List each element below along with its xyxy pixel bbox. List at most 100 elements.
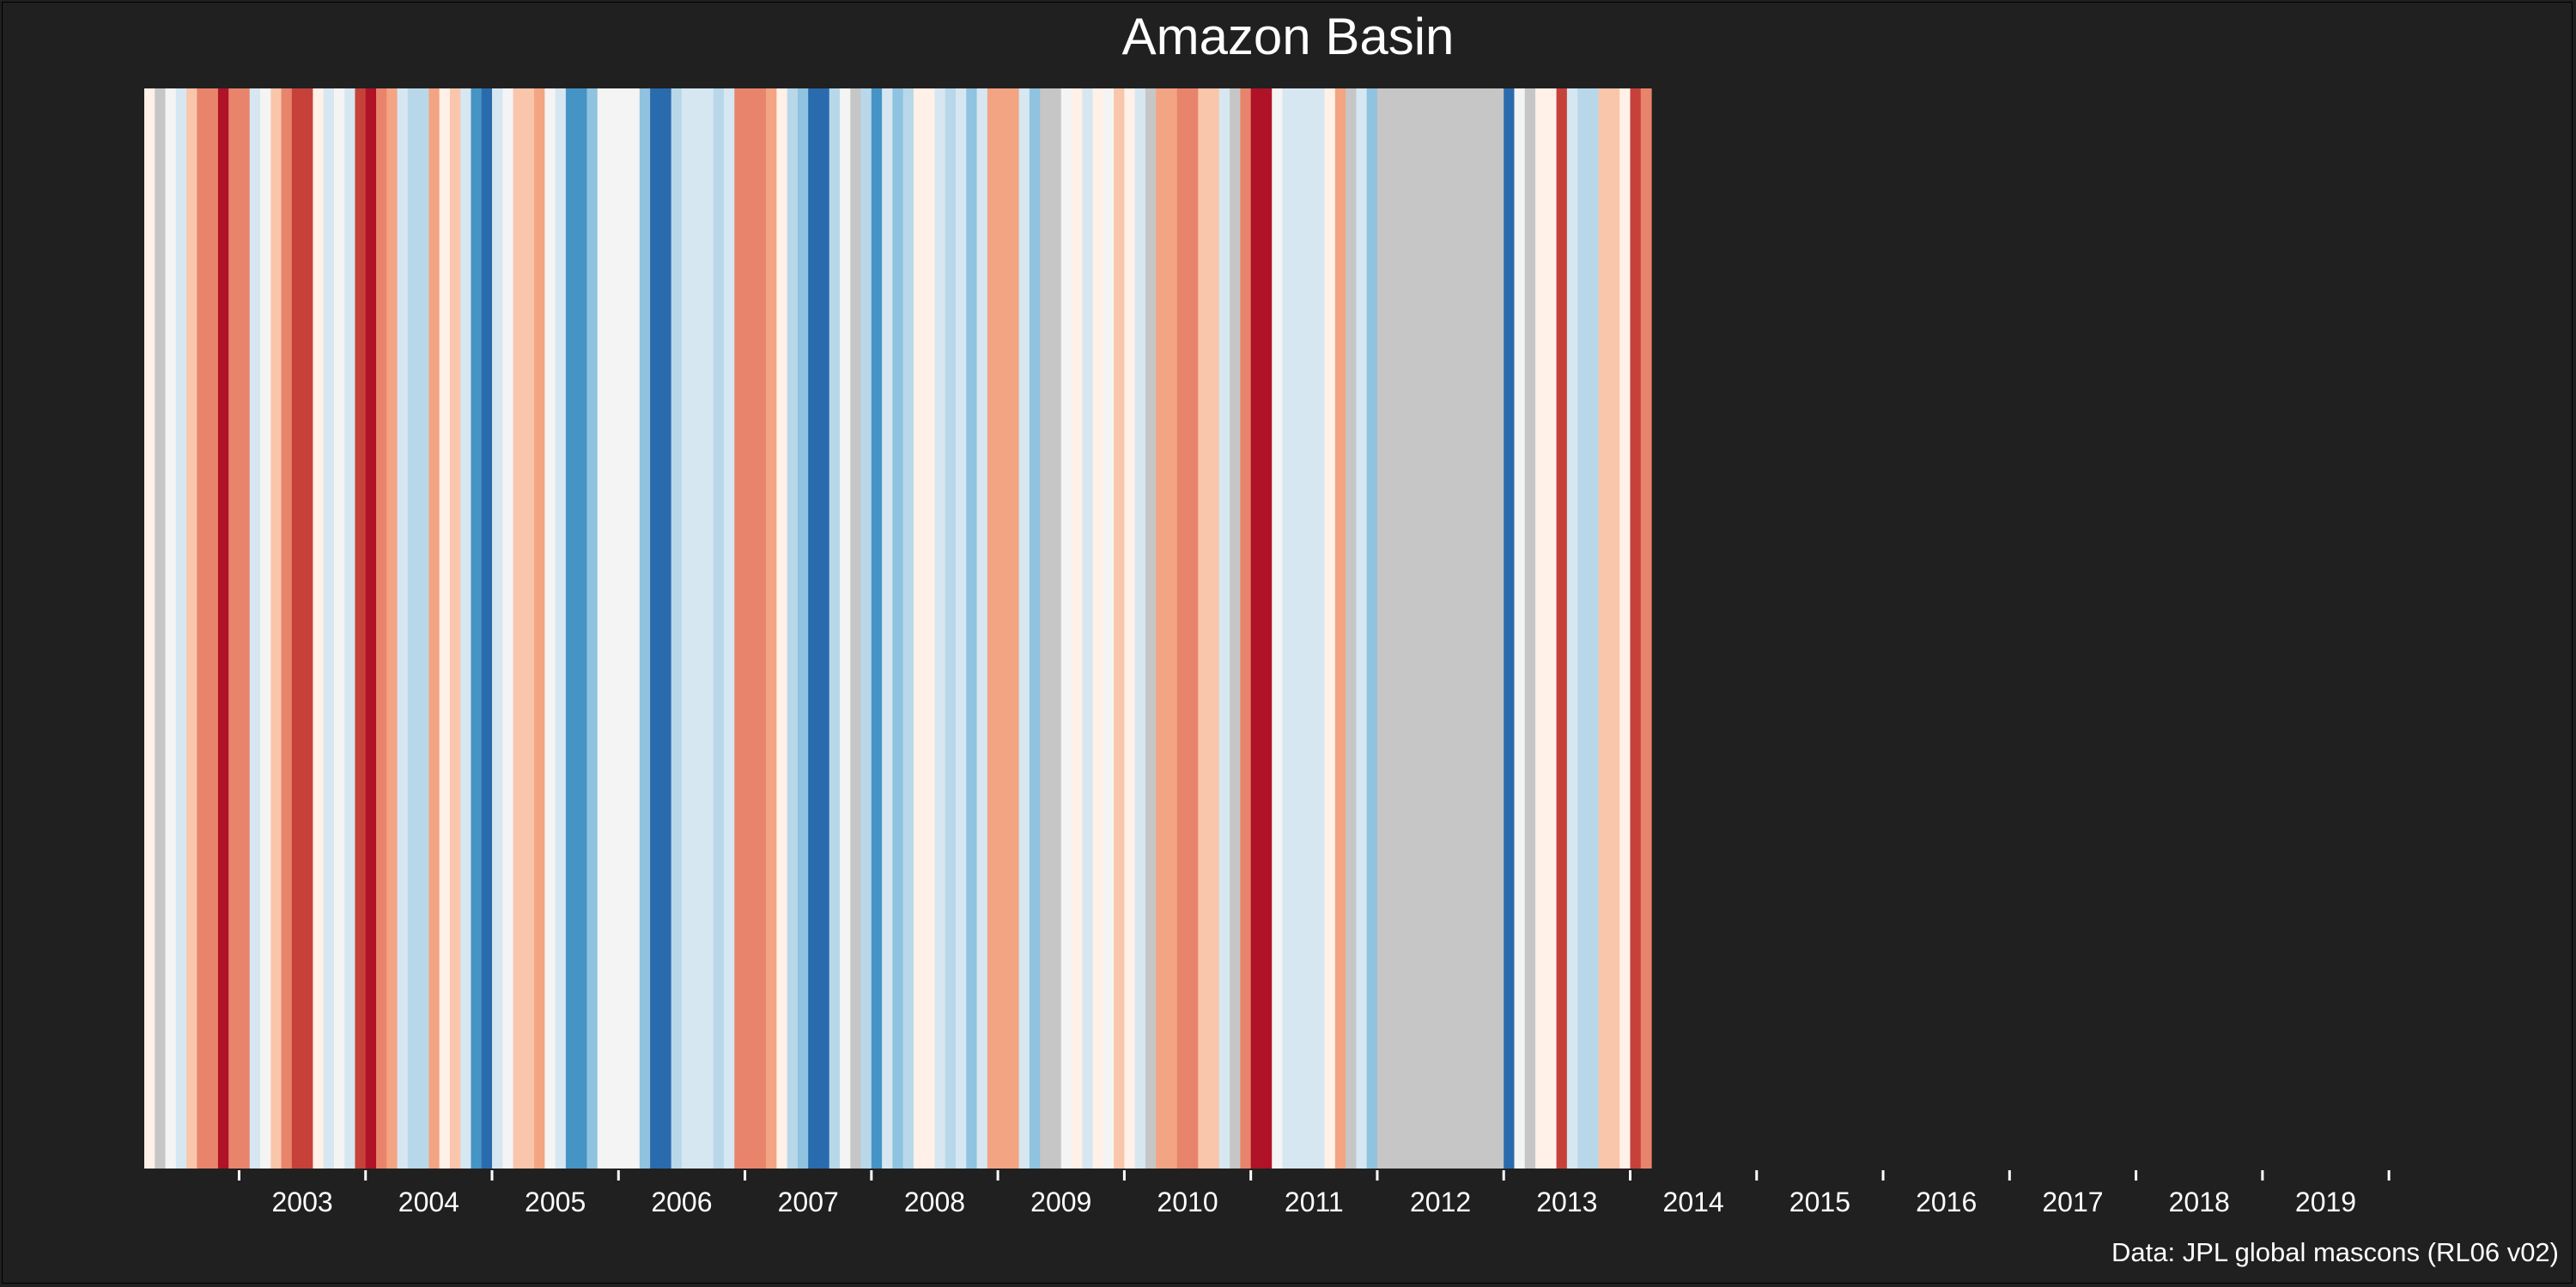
stripe — [197, 88, 209, 1169]
data-source-note: Data: JPL global mascons (RL06 v02) — [2111, 1237, 2559, 1267]
stripe — [355, 88, 367, 1169]
stripe — [1356, 88, 1368, 1169]
stripe — [1230, 88, 1241, 1169]
stripe — [956, 88, 967, 1169]
chart-title: Amazon Basin — [1121, 8, 1455, 65]
stripe — [976, 88, 988, 1169]
stripe — [1376, 88, 1388, 1169]
stripe — [1029, 88, 1041, 1169]
x-tick-label: 2010 — [1157, 1187, 1218, 1217]
stripe — [1145, 88, 1157, 1169]
stripe — [1398, 88, 1410, 1169]
stripe — [1272, 88, 1284, 1169]
stripe — [418, 88, 429, 1169]
stripe — [523, 88, 535, 1169]
x-tick-label: 2005 — [525, 1187, 586, 1217]
stripe — [1482, 88, 1494, 1169]
stripe — [439, 88, 451, 1169]
x-tick-label: 2016 — [1916, 1187, 1977, 1217]
stripe — [724, 88, 735, 1169]
stripe — [1314, 88, 1326, 1169]
stripe — [239, 88, 251, 1169]
stripe — [1608, 88, 1620, 1169]
stripe — [386, 88, 398, 1169]
stripe — [681, 88, 693, 1169]
stripe — [882, 88, 893, 1169]
stripe — [1492, 88, 1504, 1169]
stripe — [534, 88, 545, 1169]
stripe — [333, 88, 345, 1169]
stripe — [892, 88, 904, 1169]
stripe — [1218, 88, 1230, 1169]
stripe — [1303, 88, 1315, 1169]
stripe — [840, 88, 851, 1169]
stripe — [1640, 88, 1652, 1169]
stripe — [744, 88, 756, 1169]
x-tick-label: 2011 — [1285, 1187, 1344, 1217]
stripe — [650, 88, 661, 1169]
stripe — [1040, 88, 1052, 1169]
x-tick-label: 2012 — [1410, 1187, 1471, 1217]
stripe — [344, 88, 356, 1169]
stripe — [1124, 88, 1136, 1169]
x-tick-label: 2017 — [2042, 1187, 2103, 1217]
stripe — [608, 88, 619, 1169]
x-tick-label: 2007 — [778, 1187, 839, 1217]
stripe — [1440, 88, 1452, 1169]
stripe — [998, 88, 1009, 1169]
stripe — [597, 88, 609, 1169]
stripe — [1334, 88, 1346, 1169]
stripe — [1282, 88, 1294, 1169]
stripe — [481, 88, 493, 1169]
stripe — [175, 88, 187, 1169]
stripe — [766, 88, 777, 1169]
stripe — [966, 88, 978, 1169]
stripe — [797, 88, 809, 1169]
stripe — [186, 88, 197, 1169]
stripe — [1114, 88, 1125, 1169]
stripe — [249, 88, 261, 1169]
stripe — [1408, 88, 1420, 1169]
stripe — [1103, 88, 1115, 1169]
stripe — [449, 88, 461, 1169]
stripe — [818, 88, 830, 1169]
stripe — [576, 88, 588, 1169]
stripe — [1630, 88, 1642, 1169]
stripe — [513, 88, 525, 1169]
stripe — [987, 88, 999, 1169]
stripe — [1082, 88, 1094, 1169]
stripe — [1472, 88, 1484, 1169]
stripe — [1566, 88, 1578, 1169]
x-axis-ticks: 2003 2004 2005 2006 2007 2008 2009 2010 2011 2012… — [237, 1170, 2391, 1217]
stripe — [323, 88, 335, 1169]
stripe — [1292, 88, 1304, 1169]
stripe — [1018, 88, 1030, 1169]
stripe — [629, 88, 641, 1169]
stripe — [428, 88, 440, 1169]
stripe — [565, 88, 577, 1169]
stripe — [1598, 88, 1610, 1169]
stripe — [313, 88, 325, 1169]
stripe — [1250, 88, 1262, 1169]
x-tick-label: 2014 — [1663, 1187, 1724, 1217]
stripe — [302, 88, 313, 1169]
stripe — [829, 88, 841, 1169]
stripe — [471, 88, 483, 1169]
stripe — [492, 88, 503, 1169]
stripe — [1524, 88, 1536, 1169]
stripe — [1198, 88, 1210, 1169]
stripe — [260, 88, 271, 1169]
stripe — [1261, 88, 1273, 1169]
stripe — [1577, 88, 1589, 1169]
stripe — [945, 88, 957, 1169]
stripe — [144, 88, 155, 1169]
stripe — [365, 88, 377, 1169]
stripe — [1176, 88, 1188, 1169]
stripe — [924, 88, 936, 1169]
stripe — [1166, 88, 1178, 1169]
stripe — [1324, 88, 1336, 1169]
stripe — [692, 88, 704, 1169]
stripe — [850, 88, 862, 1169]
stripe — [1588, 88, 1600, 1169]
